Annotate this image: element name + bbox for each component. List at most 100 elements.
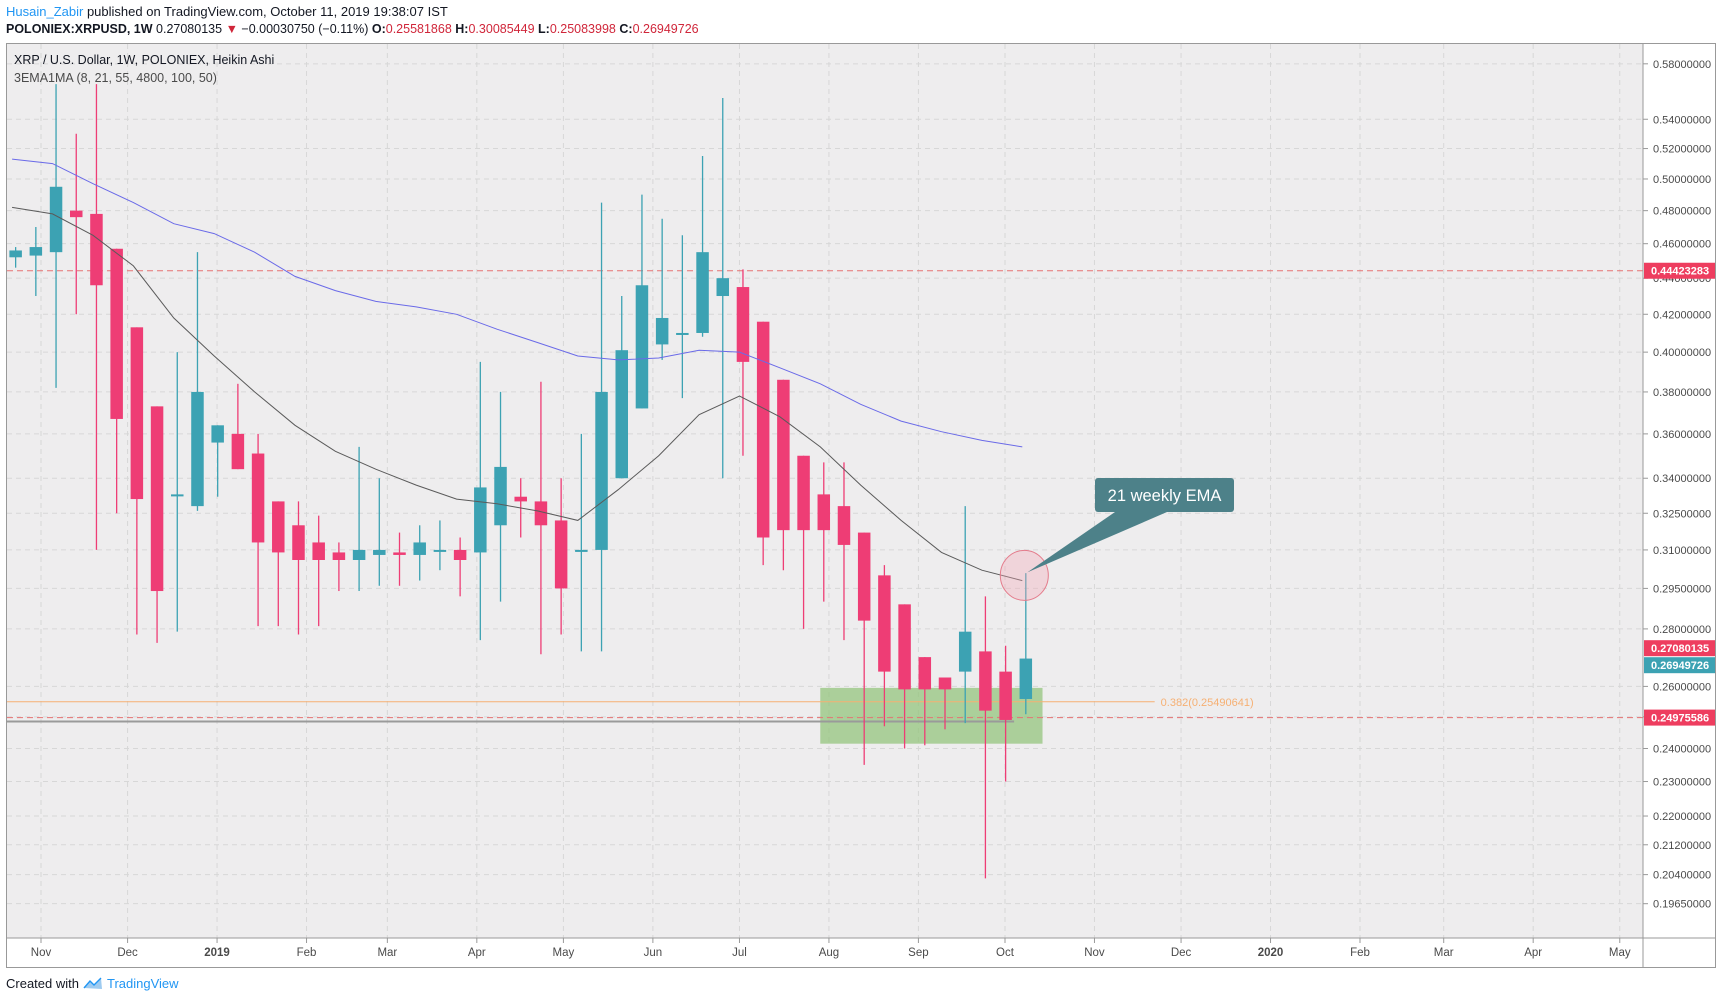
candle-body: [655, 317, 669, 345]
candle-up: [9, 247, 22, 268]
current-price-label: 0.27080135: [1651, 643, 1709, 655]
published-text: published on TradingView.com, October 11…: [86, 4, 448, 19]
highlight-circle: [999, 549, 1049, 601]
candle-body: [575, 549, 588, 552]
y-tick-label: 0.26000000: [1653, 681, 1711, 693]
candle-down: [90, 84, 103, 550]
y-tick-label: 0.54000000: [1653, 114, 1711, 126]
y-tick-label: 0.36000000: [1653, 429, 1711, 441]
x-tick-label: Apr: [468, 947, 486, 959]
candle-body: [938, 677, 952, 690]
candle-up: [494, 391, 507, 602]
candle-body: [797, 455, 810, 531]
change-arrow: ▼: [225, 22, 238, 36]
author-link[interactable]: Husain_Zabir: [6, 4, 84, 19]
candle-up: [958, 506, 972, 724]
y-tick-label: 0.24000000: [1653, 744, 1711, 756]
candle-down: [312, 515, 325, 627]
grid: [7, 44, 1643, 938]
candle-body: [918, 657, 932, 690]
candle-body: [857, 532, 871, 621]
tradingview-brand[interactable]: TradingView: [106, 976, 179, 991]
candle-body: [494, 466, 507, 526]
x-tick-label: Mar: [377, 947, 397, 959]
open-label: O:: [371, 22, 386, 36]
candle-up: [29, 226, 43, 297]
candle-down: [393, 532, 406, 586]
candle-body: [958, 631, 972, 672]
x-tick-label: May: [1609, 947, 1631, 959]
candle-body: [433, 549, 447, 552]
candle-down: [251, 433, 265, 627]
candle-up: [49, 84, 63, 388]
time-axis[interactable]: Nov Dec 2019 Feb Mar Apr May Jun Jul Aug Sep Oct Nov…: [7, 937, 1715, 959]
created-with-text: Created with: [6, 976, 79, 991]
candle-body: [756, 321, 770, 538]
candle-body: [979, 651, 992, 711]
level-price-label-bg: [1644, 262, 1715, 279]
candle-body: [514, 496, 527, 502]
x-tick-label: Sep: [908, 947, 928, 959]
candle-body: [595, 391, 608, 550]
candle-down: [918, 657, 932, 746]
candle-down: [857, 532, 871, 765]
candle-up: [211, 425, 224, 497]
candle-down: [817, 462, 831, 602]
x-tick-label: Dec: [1171, 947, 1192, 959]
y-tick-label: 0.28000000: [1653, 624, 1711, 636]
candle-body: [777, 379, 790, 531]
close-value: 0.26949726: [632, 22, 699, 36]
candle-up: [676, 235, 689, 399]
y-tick-label: 0.38000000: [1653, 387, 1711, 399]
candle-body: [736, 287, 750, 362]
y-tick-label: 0.46000000: [1653, 239, 1711, 251]
price-axis[interactable]: 0.58000000 0.54000000 0.52000000 0.50000000…: [1642, 44, 1715, 967]
high-label: H:: [455, 22, 469, 36]
candle-body: [130, 327, 144, 500]
candle-down: [332, 542, 346, 592]
candle-body: [49, 186, 63, 253]
candle-down: [534, 381, 548, 655]
candle-body: [716, 278, 730, 297]
x-tick-label: Oct: [996, 947, 1015, 959]
candle-body: [352, 549, 366, 560]
candle-down: [756, 321, 770, 566]
candle-down: [797, 455, 810, 629]
candle-up: [595, 202, 608, 652]
candle-down: [150, 406, 164, 643]
current-price-label-bg: [1644, 640, 1715, 657]
candle-body: [635, 285, 649, 409]
candle-down: [110, 248, 123, 514]
fib-level-label: 0.382(0.25490641): [1161, 697, 1254, 709]
x-tick-label: 2020: [1258, 947, 1284, 959]
candle-down: [453, 537, 467, 597]
x-tick-label: Mar: [1434, 947, 1454, 959]
y-tick-label: 0.19650000: [1653, 899, 1711, 911]
candle-body: [534, 501, 548, 526]
y-tick-label: 0.48000000: [1653, 206, 1711, 218]
candle-body: [393, 552, 406, 555]
candle-body: [898, 604, 911, 690]
y-tick-label: 0.42000000: [1653, 309, 1711, 321]
y-tick-label: 0.20400000: [1653, 870, 1711, 882]
y-tick-label: 0.22000000: [1653, 811, 1711, 823]
candle-up: [696, 156, 709, 337]
x-tick-label: Apr: [1524, 947, 1542, 959]
legend-indicator: 3EMA1MA (8, 21, 55, 4800, 100, 50): [14, 71, 217, 85]
candle-body: [251, 453, 265, 543]
low-value: 0.25083998: [549, 22, 616, 36]
candle-body: [332, 552, 346, 560]
y-tick-label: 0.52000000: [1653, 144, 1711, 156]
candle-body: [878, 575, 891, 672]
candle-up: [191, 252, 204, 511]
candle-down: [979, 596, 992, 879]
candle-down: [837, 462, 851, 641]
candle-body: [191, 391, 204, 507]
level-price-label-bg: [1644, 709, 1715, 726]
y-tick-label: 0.21200000: [1653, 840, 1711, 852]
level-price-label: 0.44423283: [1651, 266, 1709, 278]
candle-up: [352, 446, 366, 592]
y-tick-label: 0.32500000: [1653, 508, 1711, 520]
candle-body: [90, 213, 103, 286]
